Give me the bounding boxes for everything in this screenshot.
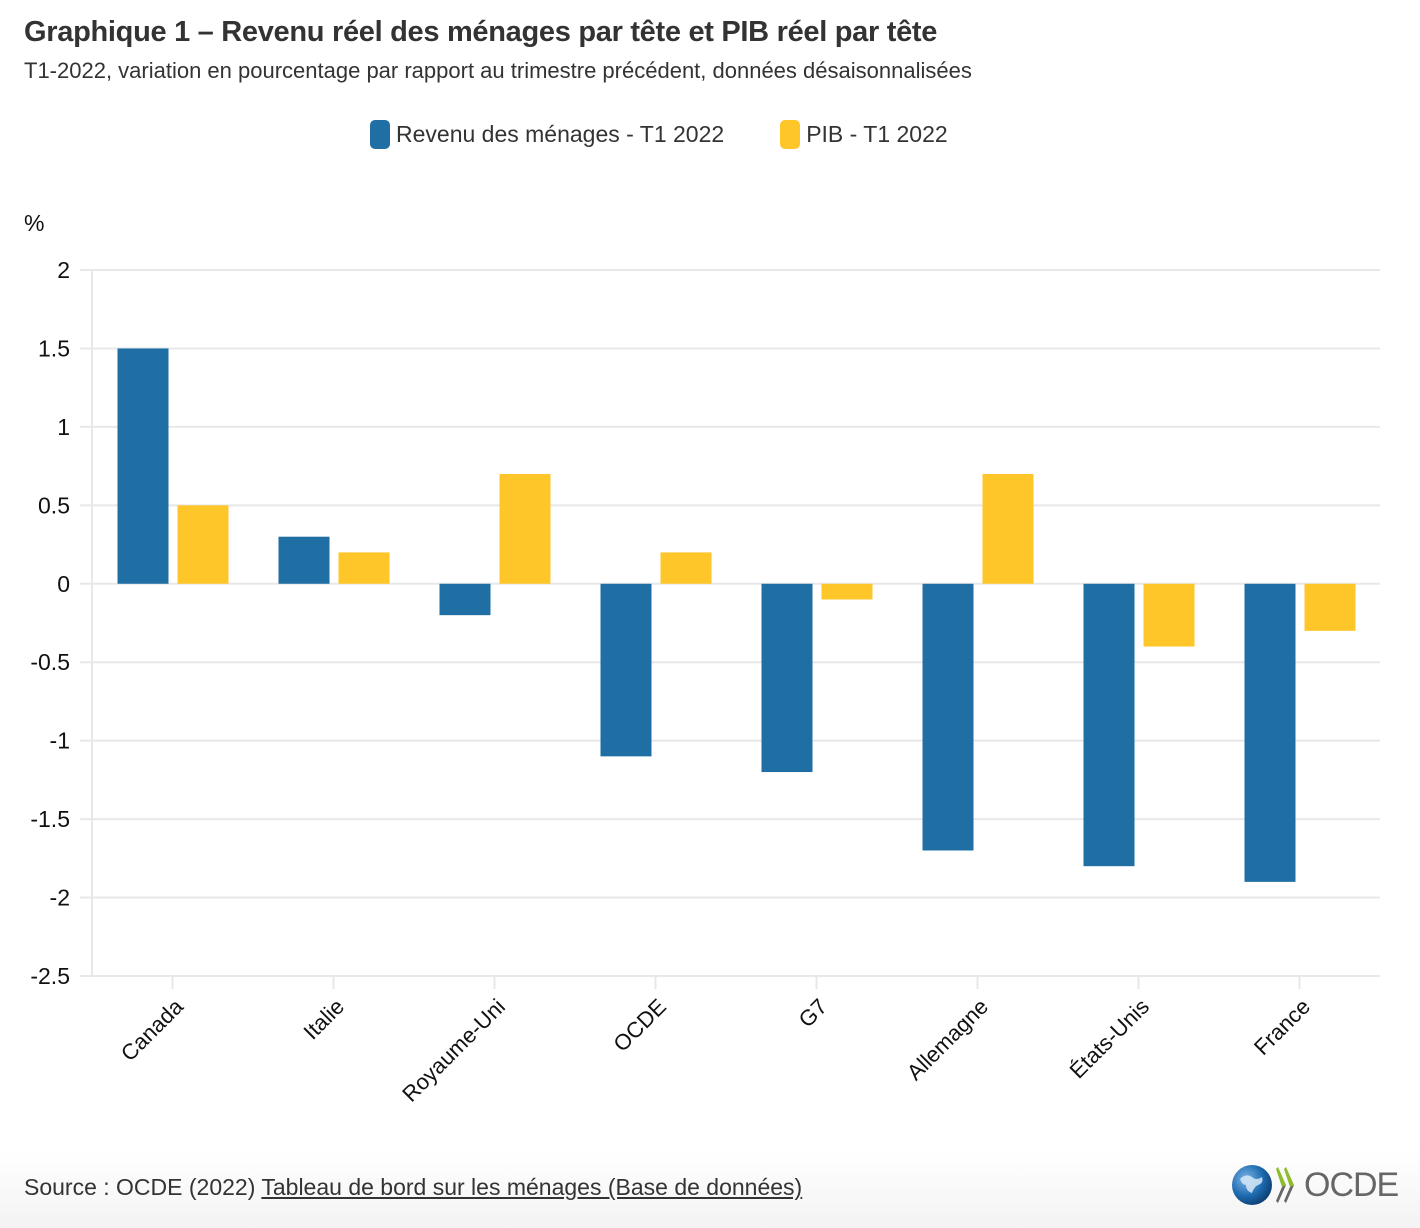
source-link[interactable]: Tableau de bord sur les ménages (Base de… xyxy=(261,1174,803,1200)
y-axis-unit-label: % xyxy=(24,210,45,236)
bar-household-income-2 xyxy=(439,583,491,616)
y-tick-label: -1.5 xyxy=(30,806,70,832)
oecd-logo: OCDE xyxy=(1230,1163,1399,1207)
bar-household-income-7 xyxy=(1244,583,1296,882)
globe-icon xyxy=(1232,1165,1272,1205)
legend-label-gdp: PIB - T1 2022 xyxy=(806,121,948,147)
bar-gdp-1 xyxy=(338,552,390,584)
bar-household-income-0 xyxy=(117,348,169,584)
bar-household-income-6 xyxy=(1083,583,1135,867)
x-tick-label: Allemagne xyxy=(902,994,993,1085)
bar-gdp-0 xyxy=(177,505,229,584)
x-tick-label: G7 xyxy=(794,994,832,1032)
source-prefix: Source : OCDE (2022) xyxy=(24,1174,262,1200)
logo-text: OCDE xyxy=(1304,1165,1399,1204)
y-tick-label: 1 xyxy=(57,414,70,440)
bar-household-income-3 xyxy=(600,583,652,757)
legend-swatch-gdp xyxy=(780,120,801,149)
bar-household-income-5 xyxy=(922,583,974,851)
bar-gdp-3 xyxy=(660,552,712,584)
bar-gdp-2 xyxy=(499,473,551,584)
y-tick-label: -2 xyxy=(50,885,70,911)
y-tick-label: -1 xyxy=(50,728,70,754)
source-note: Source : OCDE (2022) Tableau de bord sur… xyxy=(24,1174,802,1201)
x-tick-label: Canada xyxy=(116,993,189,1066)
x-tick-label: OCDE xyxy=(608,994,671,1057)
y-tick-label: -0.5 xyxy=(30,649,70,675)
x-axis-ticks: Canada Italie Royaume-Uni OCDE G7 Allemagne Ét… xyxy=(116,976,1315,1107)
legend-label-household-income: Revenu des ménages - T1 2022 xyxy=(396,121,725,147)
x-tick-label: États-Unis xyxy=(1065,994,1154,1083)
x-tick-label: Italie xyxy=(298,994,349,1045)
legend: Revenu des ménages - T1 2022 PIB - T1 20… xyxy=(370,120,948,149)
legend-item-household-income[interactable]: Revenu des ménages - T1 2022 xyxy=(370,120,724,149)
legend-item-gdp[interactable]: PIB - T1 2022 xyxy=(780,120,948,149)
y-tick-label: 1.5 xyxy=(38,335,70,361)
x-tick-label: France xyxy=(1249,994,1315,1060)
chart-subtitle: T1-2022, variation en pourcentage par ra… xyxy=(24,58,972,83)
legend-swatch-household-income xyxy=(370,120,390,149)
y-tick-label: 0 xyxy=(57,571,70,597)
bar-household-income-1 xyxy=(278,536,330,584)
bar-gdp-7 xyxy=(1304,583,1356,631)
y-tick-label: 2 xyxy=(57,257,70,283)
y-tick-label: 0.5 xyxy=(38,492,70,518)
bar-household-income-4 xyxy=(761,583,813,773)
bar-gdp-5 xyxy=(982,473,1034,584)
bar-gdp-6 xyxy=(1143,583,1195,647)
y-axis-ticks: 2 1.5 1 0.5 0 -0.5 -1 -1.5 -2 -2.5 xyxy=(30,257,70,989)
x-tick-label: Royaume-Uni xyxy=(397,994,510,1107)
bars xyxy=(117,348,1356,882)
y-tick-label: -2.5 xyxy=(30,963,70,989)
chevrons-icon xyxy=(1276,1167,1294,1203)
bar-gdp-4 xyxy=(821,583,873,600)
chart-title: Graphique 1 – Revenu réel des ménages pa… xyxy=(24,16,938,48)
